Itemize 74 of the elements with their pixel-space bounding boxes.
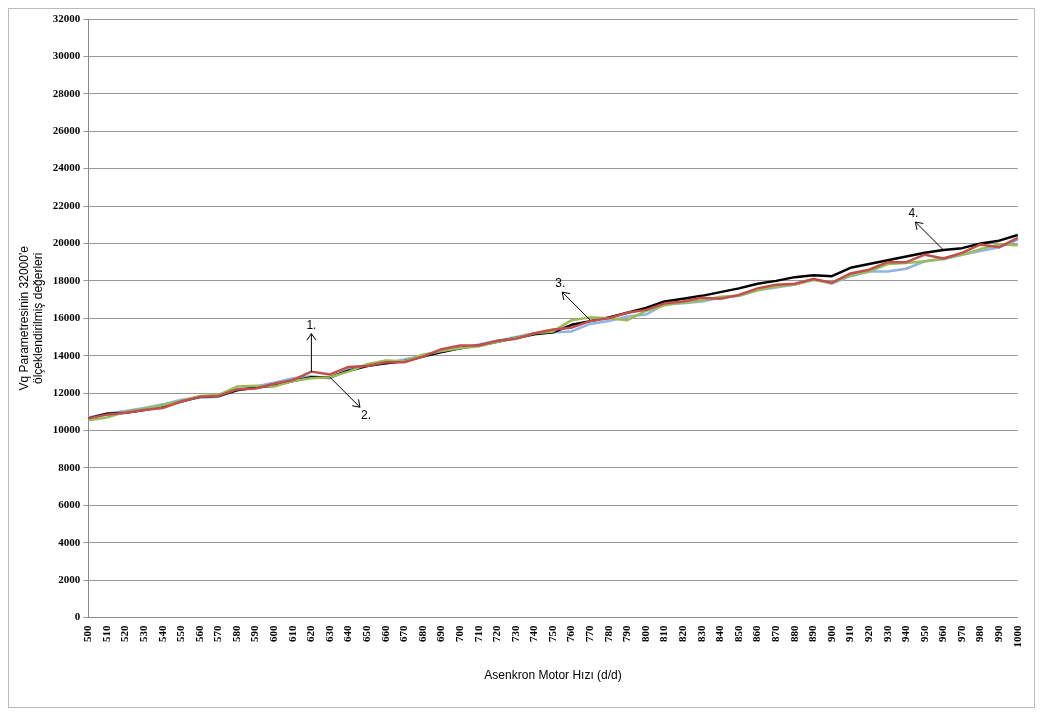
x-tick-label: 720	[490, 625, 503, 643]
y-tick-label: 18000	[52, 273, 81, 286]
y-tick-label: 30000	[52, 49, 81, 62]
x-tick-label: 620	[304, 625, 317, 643]
x-tick-label: 630	[322, 625, 335, 643]
y-tick-label: 28000	[52, 86, 81, 99]
x-tick-label: 550	[174, 625, 187, 643]
x-tick-label: 710	[471, 625, 484, 643]
y-tick-label: 10000	[52, 423, 81, 436]
x-tick-label: 670	[397, 625, 410, 643]
x-tick-label: 810	[657, 625, 670, 643]
x-tick-label: 500	[81, 625, 94, 643]
x-tick-label: 910	[843, 625, 856, 643]
x-tick-label: 590	[248, 625, 261, 643]
y-tick-label: 16000	[52, 311, 81, 324]
x-tick-label: 980	[973, 625, 986, 643]
x-tick-label: 730	[508, 625, 521, 643]
x-tick-label: 950	[917, 625, 930, 643]
y-tick-label: 14000	[52, 348, 81, 361]
annotation: 2.	[360, 407, 371, 422]
x-tick-label: 890	[806, 625, 819, 643]
x-tick-label: 640	[341, 625, 354, 643]
annotation: 3.	[555, 276, 566, 291]
x-tick-label: 530	[136, 625, 149, 643]
x-tick-label: 770	[583, 625, 596, 643]
x-tick-label: 790	[620, 625, 633, 643]
y-axis-title: Vq Parametresinin 32000'e ölçeklendirilmiş değerleri	[16, 245, 45, 391]
y-tick-label: 22000	[52, 198, 81, 211]
x-tick-label: 510	[99, 625, 112, 643]
y-tick-label: 2000	[58, 573, 81, 586]
x-tick-label: 1000	[1010, 625, 1023, 648]
y-tick-label: 32000	[52, 11, 81, 24]
x-tick-label: 570	[211, 625, 224, 643]
x-tick-label: 920	[861, 625, 874, 643]
y-tick-label: 0	[74, 610, 81, 623]
y-tick-label: 12000	[52, 385, 81, 398]
x-tick-label: 960	[936, 625, 949, 643]
y-tick-label: 26000	[52, 124, 81, 137]
x-tick-label: 650	[359, 625, 372, 643]
x-tick-label: 870	[768, 625, 781, 643]
x-tick-label: 600	[267, 625, 280, 643]
annotation: 1.	[306, 317, 317, 332]
x-tick-label: 860	[750, 625, 763, 643]
x-tick-label: 900	[824, 625, 837, 643]
x-tick-label: 660	[378, 625, 391, 643]
x-tick-label: 840	[713, 625, 726, 643]
x-tick-label: 760	[564, 625, 577, 643]
annotation: 4.	[908, 206, 919, 221]
y-tick-label: 24000	[52, 161, 81, 174]
x-tick-label: 540	[155, 625, 168, 643]
x-tick-label: 970	[954, 625, 967, 643]
y-tick-label: 6000	[58, 498, 81, 511]
x-tick-label: 940	[899, 625, 912, 643]
y-tick-label: 20000	[52, 236, 81, 249]
x-tick-label: 750	[545, 625, 558, 643]
x-tick-label: 820	[676, 625, 689, 643]
x-tick-label: 780	[601, 625, 614, 643]
y-tick-label: 8000	[58, 460, 81, 473]
x-tick-label: 560	[192, 625, 205, 643]
x-tick-label: 930	[880, 625, 893, 643]
x-tick-label: 690	[434, 625, 447, 643]
x-tick-label: 800	[638, 625, 651, 643]
y-tick-label: 4000	[58, 535, 81, 548]
x-tick-label: 580	[229, 625, 242, 643]
x-tick-label: 740	[527, 625, 540, 643]
x-tick-label: 680	[415, 625, 428, 643]
x-tick-label: 990	[992, 625, 1005, 643]
x-tick-label: 700	[452, 625, 465, 643]
x-tick-label: 520	[118, 625, 131, 643]
x-axis-title: Asenkron Motor Hızı (d/d)	[484, 668, 622, 683]
x-tick-label: 850	[731, 625, 744, 643]
x-tick-label: 830	[694, 625, 707, 643]
x-tick-label: 880	[787, 625, 800, 643]
x-tick-label: 610	[285, 625, 298, 643]
